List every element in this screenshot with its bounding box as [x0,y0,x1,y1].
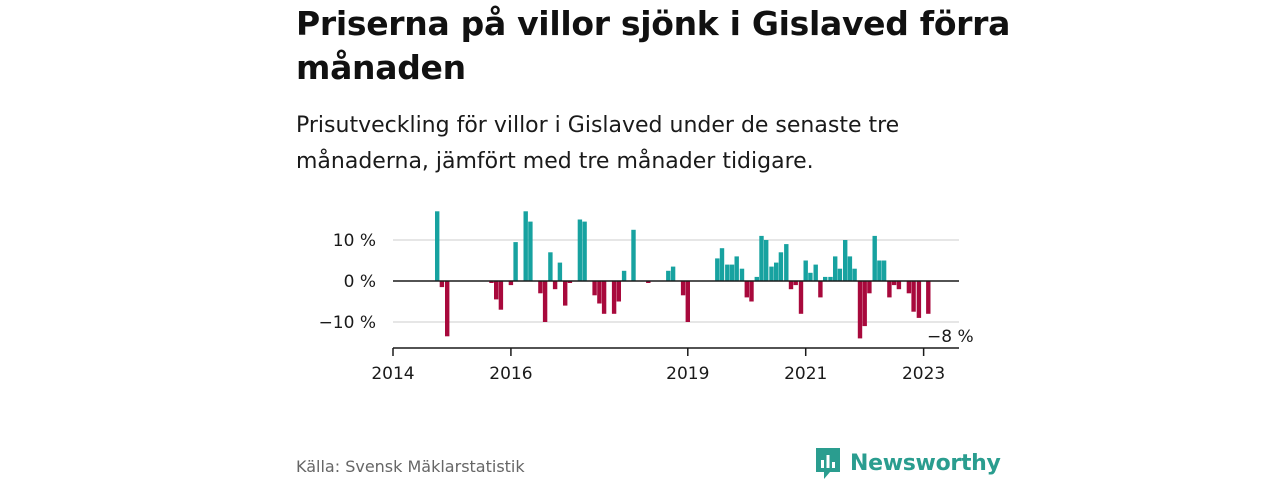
bar [778,252,784,281]
bar [739,268,745,281]
bar [670,266,676,281]
labels: 10 % 0 % −10 % 2014 2016 2019 2021 2023 −8 % [319,231,974,384]
latest-value-annotation: −8 % [927,327,974,347]
y-tick-label: 10 % [333,231,376,251]
bar [843,240,848,281]
axes [392,280,959,356]
bar [715,258,720,281]
bar [508,281,514,286]
bar [818,281,823,298]
bar [749,281,754,302]
x-tick-label: 2014 [371,364,414,384]
bar [592,281,597,296]
bar [813,264,818,281]
bar [513,242,518,281]
bar [729,264,735,281]
bar [803,260,808,281]
bar [719,248,725,281]
bar [823,276,828,281]
bar [563,281,568,306]
bar [601,281,607,314]
bar [611,281,617,314]
bar [498,281,504,310]
bar [877,260,882,281]
bar [435,211,440,281]
bar [916,281,922,318]
bar [685,281,690,322]
bar [666,270,671,282]
bar [764,240,769,281]
bar [646,281,651,283]
bar [759,235,764,281]
source-note: Källa: Svensk Mäklarstatistik [296,457,525,476]
bar [523,211,528,281]
bar [631,229,636,281]
x-tick-label: 2021 [784,364,827,384]
bar [769,266,774,281]
brand-logo: Newsworthy [814,446,1001,480]
bar [557,262,563,281]
bar [445,281,450,337]
bar [582,221,587,281]
bar [837,268,843,281]
bar [911,281,916,312]
bar [808,272,813,281]
bar [567,281,573,283]
bar [621,270,627,282]
bar [542,281,548,322]
bar [548,252,553,281]
newsworthy-logo-icon [816,448,840,479]
bar [852,268,857,281]
bar [754,276,759,281]
bar [906,281,912,294]
brand-name: Newsworthy [850,450,1001,476]
y-tick-label: −10 % [319,313,376,333]
bar [680,281,686,296]
bar [881,260,887,281]
bar [577,219,583,281]
chart-subtitle: Prisutveckling för villor i Gislaved und… [296,113,900,174]
bar [828,276,833,281]
bar [597,281,602,304]
x-tick-label: 2016 [489,364,532,384]
bar [494,281,499,300]
bar [798,281,804,314]
bar [439,281,445,288]
bar [538,281,543,294]
bar [489,281,494,283]
x-tick-label: 2023 [902,364,945,384]
bar [528,221,533,281]
bar [862,281,867,327]
bar [867,281,872,294]
bar [847,256,853,281]
bar [926,281,931,314]
bars [435,211,931,339]
bar [552,281,558,290]
bar [857,281,863,339]
bar [784,244,789,281]
bar [744,281,749,298]
bar [788,281,794,290]
bar [891,281,897,286]
bar [734,256,739,281]
bar [872,235,877,281]
bar [896,281,902,290]
chart-title: Priserna på villor sjönk i Gislaved förr… [296,4,1011,87]
bar [887,281,892,298]
y-tick-label: 0 % [344,272,376,292]
bar [774,262,779,281]
bar [725,264,730,281]
bar [833,256,838,281]
bar [616,281,621,302]
bar [793,281,798,286]
x-tick-label: 2019 [666,364,709,384]
